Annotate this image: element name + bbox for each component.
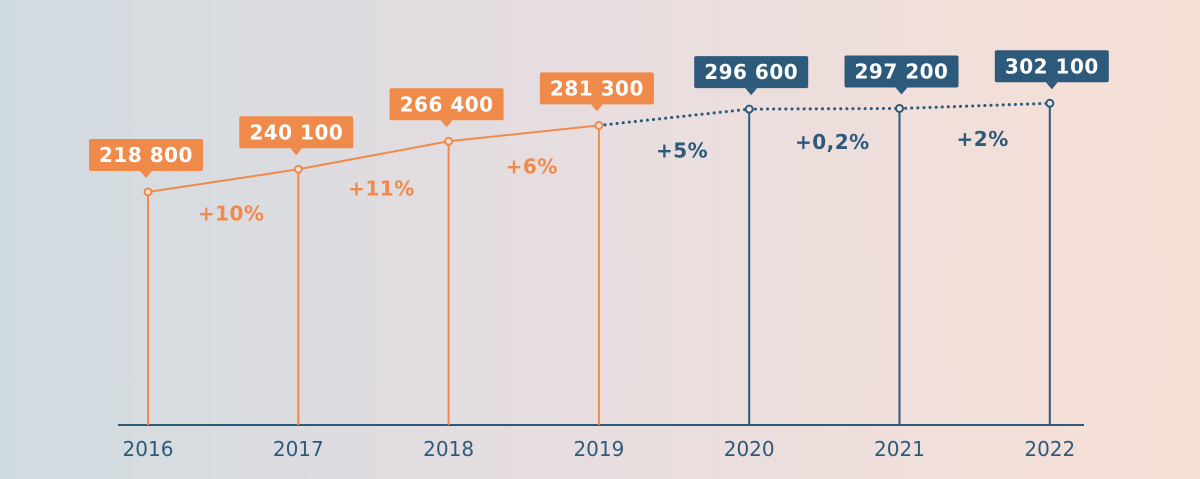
data-point-2016 — [143, 187, 153, 197]
data-point-2022 — [1045, 98, 1055, 108]
segment-2018-2019 — [448, 124, 600, 143]
x-tick-label-2022: 2022 — [1024, 437, 1075, 461]
x-tick-label-2017: 2017 — [273, 437, 324, 461]
x-tick-label-2020: 2020 — [724, 437, 775, 461]
value-label-box-2021 — [844, 55, 959, 88]
value-label-pointer-2022 — [1045, 82, 1058, 90]
change-label-2022: +2% — [957, 127, 1009, 151]
x-tick-label-2021: 2021 — [874, 437, 925, 461]
value-label-box-2018 — [389, 88, 504, 121]
value-label-2018: 266 400 — [400, 92, 494, 116]
value-label-pointer-2018 — [440, 120, 453, 128]
data-point-2018 — [444, 136, 454, 146]
change-label-2017: +10% — [198, 202, 265, 226]
data-point-2020 — [744, 104, 754, 114]
data-point-2019 — [594, 120, 604, 130]
data-point-2021 — [895, 103, 904, 113]
value-label-2019: 281 300 — [550, 76, 644, 100]
segment-2020-2021 — [747, 106, 901, 111]
value-label-2022: 302 100 — [1005, 54, 1099, 78]
value-label-2017: 240 100 — [249, 120, 343, 144]
value-label-pointer-2016 — [140, 170, 152, 178]
value-label-2020: 296 600 — [704, 60, 798, 84]
value-label-2021: 297 200 — [855, 59, 949, 83]
segment-2021-2022 — [898, 101, 1052, 110]
value-label-box-2020 — [694, 56, 809, 89]
value-label-box-2022 — [994, 50, 1109, 83]
change-label-2021: +0,2% — [795, 130, 870, 154]
value-label-pointer-2020 — [745, 88, 758, 96]
value-label-pointer-2019 — [590, 104, 603, 112]
segment-2017-2018 — [298, 140, 449, 171]
value-label-pointer-2021 — [895, 87, 908, 95]
segment-2019-2020 — [597, 107, 751, 127]
change-label-2018: +11% — [348, 176, 415, 200]
x-tick-label-2016: 2016 — [123, 437, 174, 461]
value-label-box-2017 — [239, 116, 354, 149]
value-label-box-2019 — [539, 72, 654, 105]
value-label-2016: 218 800 — [99, 143, 193, 167]
change-label-2020: +5% — [656, 138, 708, 162]
x-tick-label-2018: 2018 — [423, 437, 474, 461]
change-label-2019: +6% — [506, 154, 558, 178]
value-label-pointer-2017 — [290, 148, 303, 156]
x-tick-label-2019: 2019 — [573, 437, 624, 461]
segment-2016-2017 — [147, 168, 299, 193]
data-point-2017 — [293, 164, 303, 174]
value-label-box-2016 — [89, 138, 203, 171]
